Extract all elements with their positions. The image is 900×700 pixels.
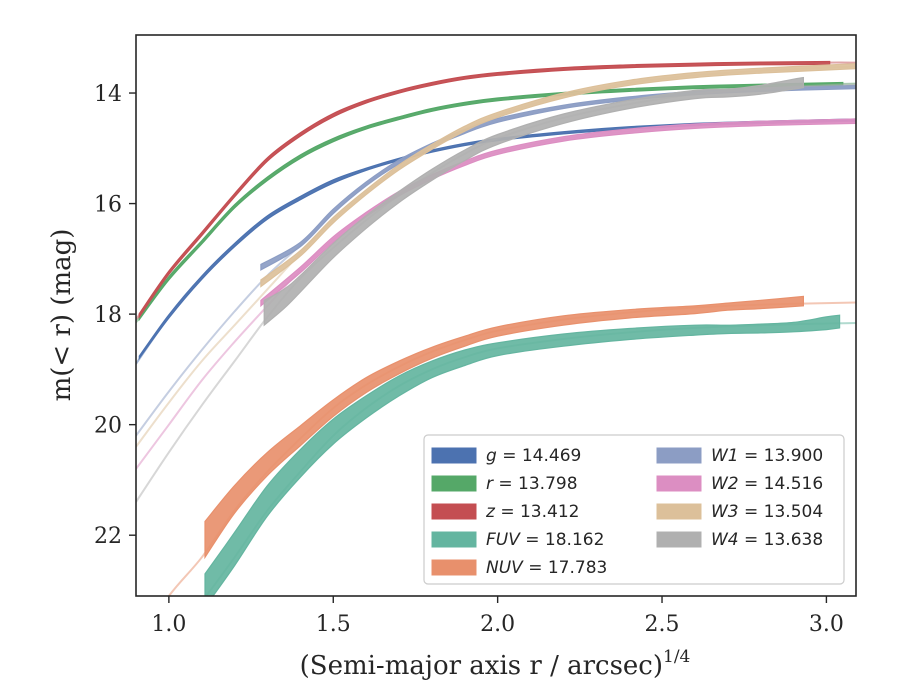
series-layer (136, 60, 856, 596)
series-r-band (138, 81, 844, 322)
legend-label: FUV = 18.162 (486, 530, 604, 550)
series-z (136, 60, 856, 321)
legend-item-r: r = 13.798 (431, 474, 578, 494)
x-tick-label: 1.5 (316, 612, 351, 637)
series-fuv (204, 314, 856, 596)
x-tick-label: 1.0 (151, 612, 186, 637)
legend-swatch (656, 503, 702, 520)
legend-item-w2: W2 = 14.516 (656, 474, 823, 494)
series-nuv-band (204, 295, 804, 560)
tick-layer: 1.0 1.5 2.0 2.5 3.0 14 16 18 20 22 (94, 82, 844, 637)
legend-swatch (656, 447, 702, 464)
legend-label: z = 13.412 (485, 502, 579, 522)
y-tick-label: 20 (94, 414, 122, 439)
series-w4 (136, 76, 856, 503)
y-tick-label: 14 (94, 82, 122, 107)
series-fuv-band (204, 314, 841, 596)
legend-item-nuv: NUV = 17.783 (431, 558, 607, 578)
y-axis-label: m(< r) (mag) (47, 229, 77, 402)
legend-label: W2 = 14.516 (711, 474, 823, 494)
legend: g = 14.469 r = 13.798 z = 13.412 FUV = 18.1… (423, 434, 845, 585)
legend-label: W1 = 13.900 (711, 446, 823, 466)
x-axis-label-text: (Semi-major axis r / arcsec) (300, 651, 663, 681)
x-tick-label: 2.5 (645, 612, 680, 637)
legend-label: W3 = 13.504 (711, 502, 823, 522)
y-tick-label: 22 (94, 524, 122, 549)
legend-item-z: z = 13.412 (431, 502, 579, 522)
x-tick-label: 3.0 (809, 612, 844, 637)
legend-item-fuv: FUV = 18.162 (431, 530, 604, 550)
series-w3-band (260, 63, 856, 288)
x-tick-label: 2.0 (480, 612, 515, 637)
legend-item-g: g = 14.469 (431, 446, 581, 466)
legend-item-w3: W3 = 13.504 (656, 502, 823, 522)
series-w4-band (263, 76, 804, 327)
series-nuv (167, 295, 856, 596)
plot-frame (135, 34, 857, 597)
legend-swatch (656, 531, 702, 548)
series-g-band (138, 118, 856, 361)
legend-swatch (431, 503, 477, 520)
legend-swatch (656, 475, 702, 492)
legend-swatch (431, 559, 477, 576)
legend-frame (423, 434, 845, 585)
x-axis-label-superscript: 1/4 (663, 647, 690, 667)
x-axis-label: (Semi-major axis r / arcsec)1/4 (300, 647, 691, 681)
series-w3 (136, 63, 856, 448)
legend-label: W4 = 13.638 (711, 530, 823, 550)
legend-item-w1: W1 = 13.900 (656, 446, 823, 466)
legend-item-w4: W4 = 13.638 (656, 530, 823, 550)
legend-swatch (431, 447, 477, 464)
legend-label: g = 14.469 (486, 446, 581, 466)
y-tick-label: 16 (94, 193, 122, 218)
series-r (136, 81, 856, 323)
legend-swatch (431, 531, 477, 548)
y-tick-label: 18 (94, 303, 122, 328)
legend-label: r = 13.798 (486, 474, 578, 494)
legend-label: NUV = 17.783 (486, 558, 607, 578)
legend-swatch (431, 475, 477, 492)
series-z-band (138, 60, 831, 319)
